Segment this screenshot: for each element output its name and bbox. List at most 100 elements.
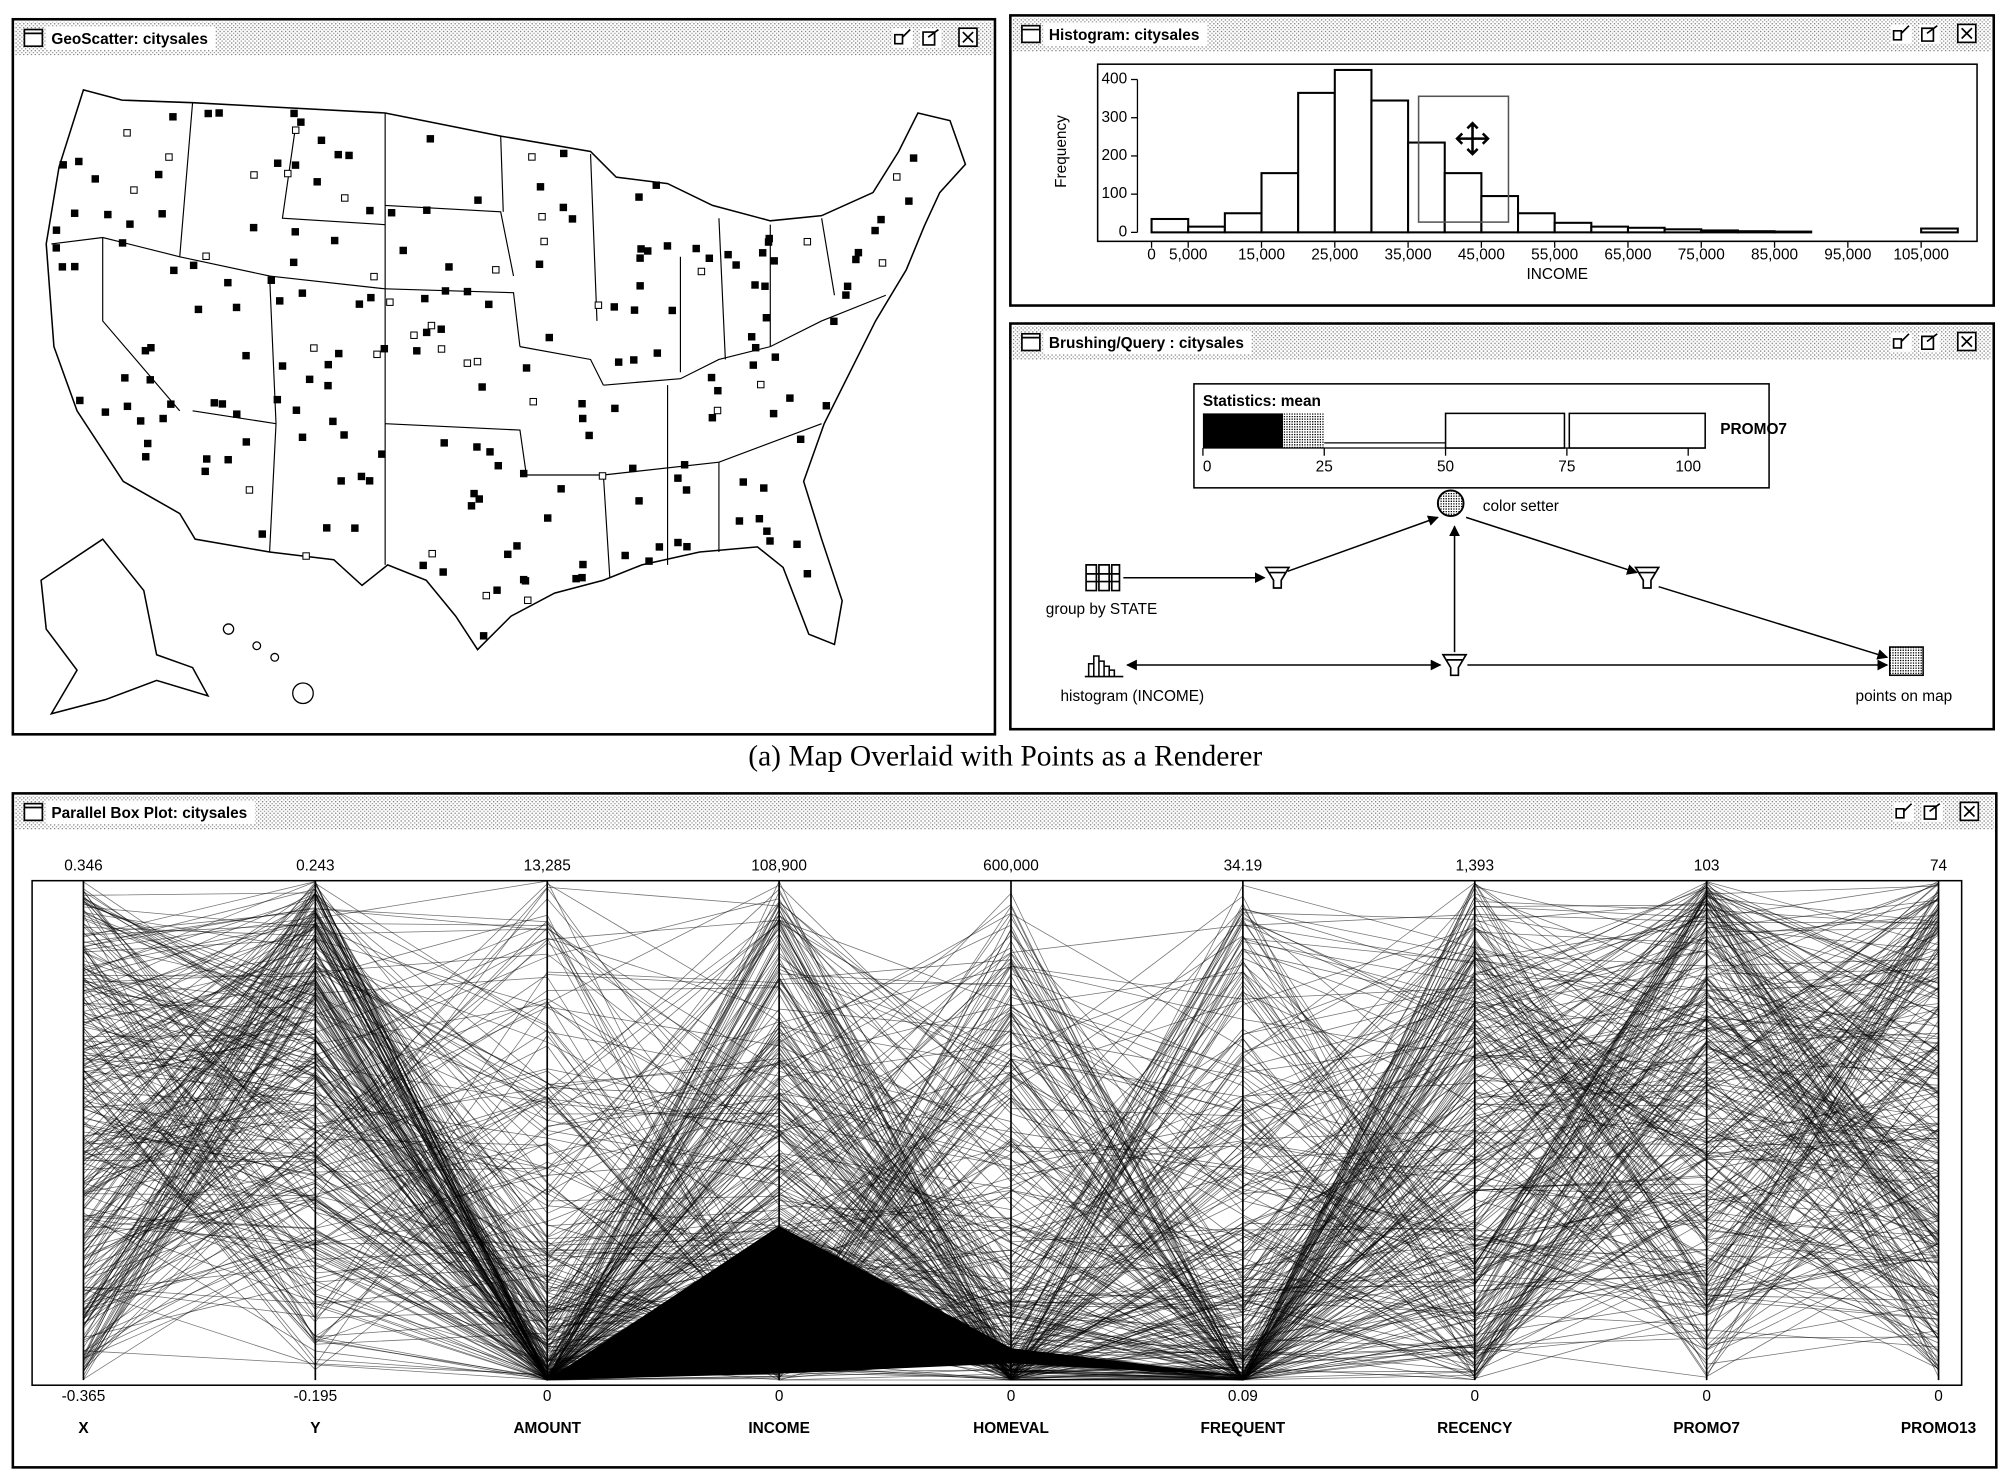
city-point <box>421 294 429 303</box>
histogram-bar <box>1920 227 1959 234</box>
axis-name: Y <box>310 1420 321 1437</box>
city-point <box>473 443 481 451</box>
state-border <box>269 423 277 553</box>
axis-name: FREQUENT <box>1201 1420 1286 1437</box>
city-point <box>637 245 645 253</box>
map-points-icon[interactable] <box>1888 646 1924 677</box>
state-border <box>589 154 598 321</box>
axis-max-label: 103 <box>1694 858 1720 875</box>
color-range-white[interactable] <box>1568 412 1706 449</box>
city-point <box>893 173 901 181</box>
city-point <box>142 453 150 461</box>
hawaii-island <box>222 623 235 635</box>
axis-max-label: 1,393 <box>1456 858 1495 875</box>
axis-min-label: 0.09 <box>1228 1388 1258 1405</box>
city-point <box>242 438 251 446</box>
histogram-bar <box>1663 228 1703 234</box>
city-point <box>764 238 773 246</box>
x-axis-label: INCOME <box>1526 266 1588 283</box>
axis-name: PROMO13 <box>1901 1420 1976 1437</box>
city-point <box>426 135 435 143</box>
city-point <box>535 260 544 268</box>
city-point <box>492 266 500 274</box>
axis-name: X <box>78 1420 89 1437</box>
title-background <box>46 26 216 51</box>
color-setter-icon[interactable] <box>1436 489 1465 518</box>
axis-max-label: 0.243 <box>296 858 335 875</box>
city-point <box>204 109 212 118</box>
color-range-dotted[interactable] <box>1282 413 1325 449</box>
state-border <box>281 128 386 226</box>
maximize-button[interactable] <box>920 28 942 48</box>
group-icon[interactable] <box>1085 564 1121 592</box>
city-point <box>594 301 603 309</box>
city-point <box>630 356 638 364</box>
histogram-bar <box>1773 230 1813 234</box>
city-point <box>399 246 407 255</box>
color-range-light[interactable] <box>1444 412 1566 449</box>
city-point <box>749 361 758 369</box>
city-point <box>871 226 879 235</box>
y-axis-label: Frequency <box>1053 115 1070 188</box>
maximize-button[interactable] <box>1919 332 1940 352</box>
close-glyph <box>1963 805 1976 818</box>
city-point <box>585 431 593 440</box>
filter-icon[interactable] <box>1634 566 1661 589</box>
city-point <box>674 538 682 547</box>
city-point <box>337 477 345 485</box>
city-point <box>437 325 445 333</box>
maximize-button[interactable] <box>1919 24 1940 44</box>
connection-arrow <box>1465 516 1638 575</box>
city-point <box>473 357 482 366</box>
minimize-glyph <box>893 28 911 45</box>
city-point <box>708 414 717 422</box>
axis-name: INCOME <box>748 1420 810 1437</box>
histogram-bar <box>1736 230 1776 234</box>
filter-icon[interactable] <box>1264 566 1291 589</box>
histogram-icon[interactable] <box>1084 655 1124 678</box>
axis-max-label: 34.19 <box>1224 858 1263 875</box>
city-point <box>70 209 79 217</box>
city-point <box>423 206 431 214</box>
x-tick-label: 55,000 <box>1531 247 1578 264</box>
histogram-bar <box>1480 195 1520 234</box>
brush-selection[interactable] <box>1417 95 1510 223</box>
city-point <box>276 297 284 305</box>
city-point <box>313 178 321 186</box>
city-point <box>250 171 258 179</box>
title-bar <box>15 795 1994 830</box>
city-point <box>324 360 333 369</box>
city-point <box>524 596 532 604</box>
axis-min-label: 0 <box>1470 1388 1479 1405</box>
city-point <box>463 359 472 367</box>
city-point <box>598 472 607 480</box>
city-point <box>146 376 154 384</box>
city-point <box>366 206 374 215</box>
statistics-tick-label: 25 <box>1316 458 1333 475</box>
minimize-glyph <box>1892 25 1910 41</box>
city-point <box>143 439 152 448</box>
city-point <box>52 244 61 252</box>
city-point <box>486 448 494 456</box>
axis-name: HOMEVAL <box>973 1420 1049 1437</box>
city-point <box>559 203 568 212</box>
city-point <box>373 350 381 359</box>
city-point <box>735 517 744 525</box>
axis-max-label: 0.346 <box>64 858 103 875</box>
y-tick-label: 200 <box>1101 147 1127 164</box>
city-point <box>470 489 478 498</box>
city-point <box>578 573 586 582</box>
y-tick-label: 0 <box>1119 223 1128 240</box>
color-range-dark[interactable] <box>1202 413 1283 449</box>
axis-name: AMOUNT <box>513 1420 581 1437</box>
state-border <box>385 423 527 476</box>
city-point <box>298 289 307 297</box>
axis-min-label: 0 <box>1702 1388 1711 1405</box>
maximize-button[interactable] <box>1921 802 1943 822</box>
city-point <box>645 557 653 565</box>
state-border <box>770 294 887 348</box>
filter-icon[interactable] <box>1441 653 1468 677</box>
city-point <box>493 586 501 594</box>
city-point <box>521 577 530 585</box>
city-point <box>610 303 619 311</box>
